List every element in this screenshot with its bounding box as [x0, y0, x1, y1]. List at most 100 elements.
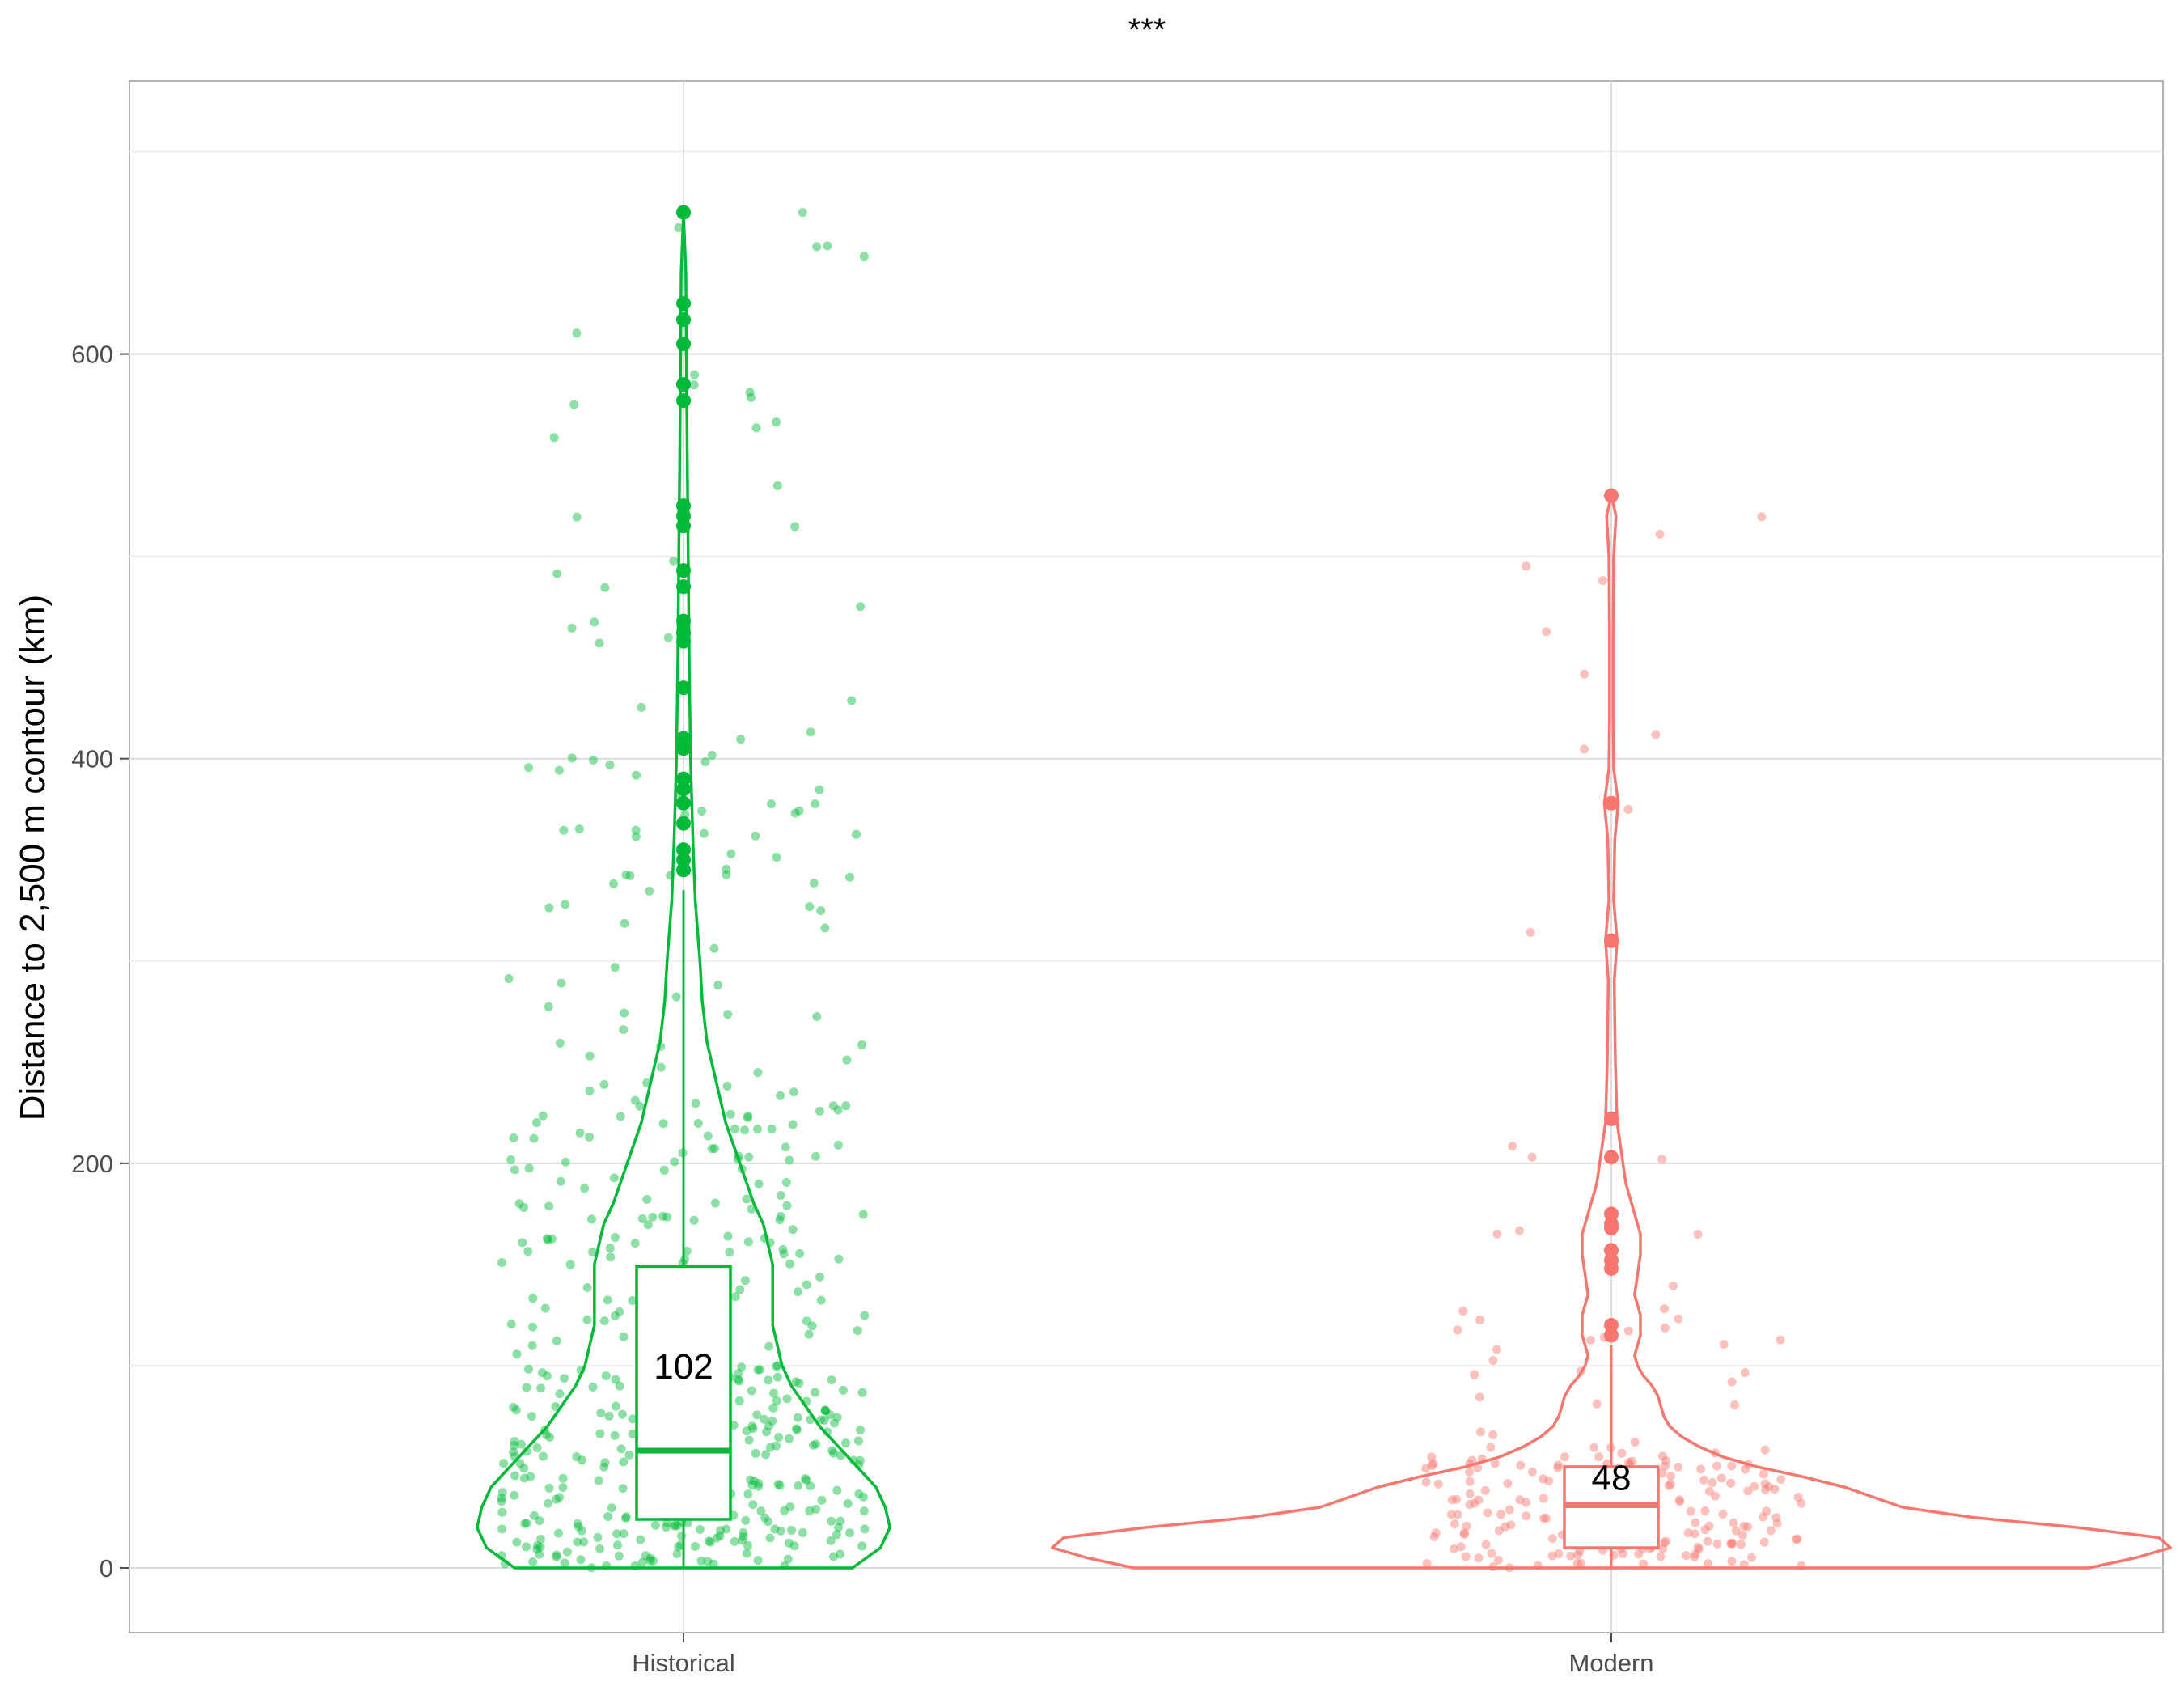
- jitter-point: [833, 1140, 843, 1150]
- jitter-point: [1465, 1467, 1475, 1477]
- jitter-point: [585, 1086, 595, 1095]
- jitter-point: [760, 1414, 769, 1424]
- jitter-point: [827, 1446, 837, 1455]
- jitter-point: [730, 1536, 739, 1546]
- jitter-point: [811, 1504, 821, 1514]
- jitter-point: [616, 1112, 625, 1121]
- jitter-point: [710, 1143, 720, 1153]
- jitter-point: [1674, 1495, 1684, 1505]
- outlier-point: [676, 498, 691, 514]
- jitter-point: [853, 1436, 863, 1446]
- jitter-point: [562, 1547, 572, 1557]
- outlier-point: [676, 862, 691, 878]
- jitter-point: [645, 1556, 655, 1566]
- jitter-point: [557, 978, 566, 988]
- jitter-point: [1458, 1307, 1468, 1316]
- jitter-point: [747, 1421, 757, 1431]
- jitter-point: [1683, 1528, 1693, 1538]
- jitter-point: [782, 1394, 792, 1404]
- jitter-point: [515, 1459, 525, 1468]
- jitter-point: [504, 973, 514, 983]
- jitter-point: [573, 1537, 582, 1547]
- jitter-point: [607, 1503, 616, 1513]
- jitter-point: [535, 1516, 544, 1526]
- jitter-point: [1566, 1551, 1576, 1561]
- jitter-point: [582, 1315, 592, 1324]
- jitter-point: [858, 1210, 868, 1219]
- jitter-point: [790, 808, 800, 818]
- jitter-point: [610, 1233, 620, 1243]
- jitter-point: [723, 1010, 733, 1019]
- jitter-point: [832, 1485, 842, 1495]
- jitter-point: [605, 760, 615, 769]
- jitter-point: [754, 1481, 764, 1491]
- jitter-point: [740, 1276, 750, 1286]
- jitter-point: [816, 1415, 826, 1425]
- jitter-point: [689, 1215, 699, 1225]
- jitter-point: [746, 392, 756, 402]
- jitter-point: [1449, 1544, 1458, 1553]
- jitter-point: [1618, 1549, 1627, 1558]
- jitter-point: [1492, 1345, 1502, 1354]
- jitter-point: [1421, 1464, 1431, 1473]
- jitter-point: [703, 1557, 713, 1566]
- jitter-point: [538, 1111, 548, 1121]
- jitter-point: [847, 696, 857, 705]
- jitter-point: [1690, 1529, 1699, 1539]
- jitter-point: [1580, 669, 1589, 679]
- jitter-point: [645, 1553, 655, 1563]
- jitter-point: [783, 1554, 793, 1564]
- outlier-point: [1604, 1206, 1619, 1222]
- jitter-point: [645, 886, 654, 896]
- jitter-point: [722, 1524, 731, 1534]
- jitter-point: [1553, 1463, 1563, 1472]
- jitter-point: [1770, 1484, 1780, 1494]
- jitter-point: [820, 1405, 830, 1415]
- jitter-point: [773, 1480, 783, 1489]
- outlier-point: [1604, 1252, 1619, 1268]
- jitter-point: [558, 1483, 568, 1493]
- jitter-point: [1493, 1555, 1503, 1565]
- jitter-point: [768, 1416, 777, 1426]
- jitter-point: [551, 1401, 561, 1411]
- jitter-point: [628, 1414, 637, 1424]
- jitter-point: [643, 1220, 653, 1230]
- y-tick-label: 0: [99, 1554, 113, 1582]
- jitter-point: [699, 828, 709, 838]
- jitter-point: [618, 1484, 628, 1494]
- jitter-point: [1686, 1506, 1695, 1516]
- jitter-point: [509, 1402, 518, 1412]
- jitter-point: [497, 1494, 506, 1503]
- jitter-point: [809, 878, 819, 888]
- jitter-point: [519, 1473, 529, 1483]
- jitter-point: [621, 1512, 631, 1522]
- jitter-point: [595, 1544, 605, 1553]
- jitter-point: [1623, 1326, 1633, 1336]
- jitter-point: [734, 1376, 744, 1386]
- jitter-point: [821, 1406, 831, 1416]
- outlier-point: [676, 519, 691, 534]
- jitter-point: [730, 1292, 740, 1302]
- jitter-point: [553, 1528, 563, 1538]
- jitter-point: [823, 241, 832, 251]
- jitter-point: [526, 1472, 535, 1481]
- jitter-point: [735, 1285, 745, 1294]
- outlier-point: [1604, 488, 1619, 503]
- jitter-point: [743, 1540, 753, 1550]
- jitter-point: [1651, 730, 1661, 739]
- jitter-point: [567, 753, 577, 763]
- box-value-label: 48: [1592, 1458, 1632, 1498]
- jitter-point: [609, 879, 619, 888]
- x-axis: Historical Modern: [632, 1633, 1654, 1677]
- jitter-point: [552, 1552, 561, 1561]
- jitter-point: [671, 992, 681, 1002]
- jitter-point: [1544, 1477, 1554, 1486]
- jitter-point: [832, 1530, 841, 1540]
- jitter-point: [610, 1430, 620, 1440]
- jitter-point: [1427, 1452, 1437, 1462]
- jitter-point: [736, 735, 746, 744]
- jitter-point: [606, 1252, 616, 1262]
- jitter-point: [497, 1257, 506, 1267]
- jitter-point: [826, 1536, 836, 1545]
- jitter-point: [1776, 1475, 1786, 1485]
